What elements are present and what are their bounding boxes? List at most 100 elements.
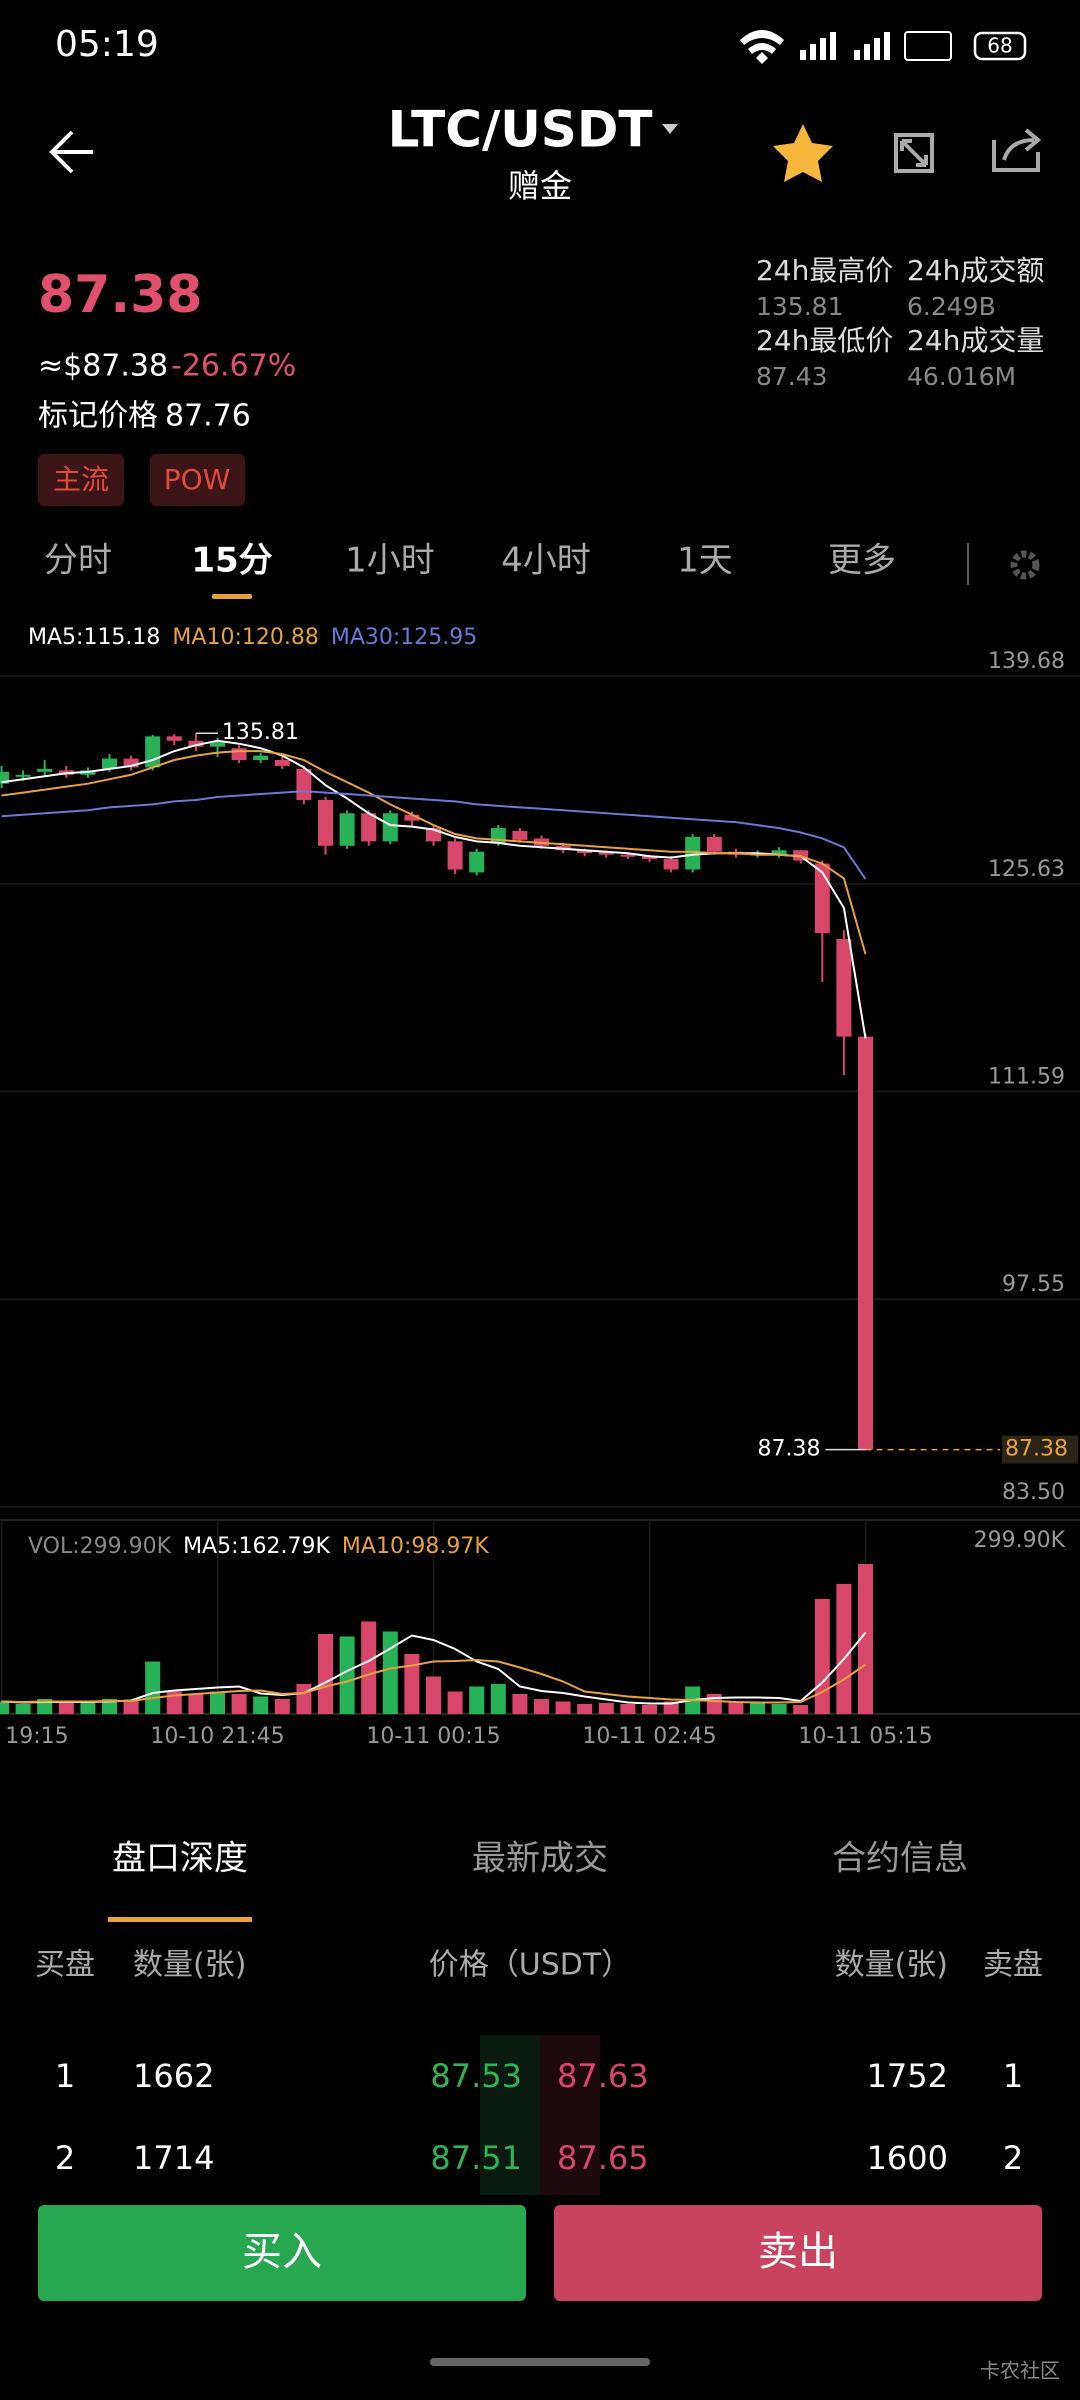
bid-level: 2 — [55, 2139, 75, 2177]
buy-button[interactable] — [38, 2205, 526, 2301]
volume-bar — [296, 1683, 312, 1714]
y-tick-label: 111.59 — [988, 1065, 1065, 1090]
x-tick-label: 10-11 00:15 — [366, 1724, 500, 1749]
bid-qty: 1662 — [133, 2057, 214, 2095]
legend-entry: MA30:125.95 — [331, 625, 477, 650]
candle-body — [253, 755, 269, 761]
stat-label: 24h最低价 — [756, 324, 893, 357]
volume-bar — [469, 1686, 485, 1714]
battery-level: 68 — [987, 34, 1012, 58]
volume-bar — [577, 1703, 593, 1714]
high-marker-label: 135.81 — [222, 720, 299, 745]
wifi-icon — [740, 30, 784, 64]
bid-level: 1 — [55, 2057, 75, 2095]
favorite-star[interactable] — [773, 124, 833, 182]
volume-bar — [188, 1693, 204, 1714]
stat-value: 87.43 — [756, 362, 828, 391]
bid-price: 87.51 — [430, 2139, 522, 2177]
price-change: -26.67% — [171, 349, 296, 384]
pair-title[interactable]: LTC/USDT — [388, 101, 653, 159]
book-tab[interactable]: 盘口深度 — [112, 1839, 248, 1879]
candle-body — [296, 768, 312, 800]
volume-bar — [512, 1693, 528, 1714]
candle-body — [166, 736, 182, 741]
volume-bar — [253, 1696, 269, 1714]
volume-bar — [426, 1676, 441, 1714]
volume-ma-line — [1, 1658, 867, 1704]
ma-line — [1, 790, 867, 880]
back-button[interactable] — [49, 130, 93, 174]
volume-bar — [231, 1693, 247, 1714]
signal-bar — [874, 38, 880, 60]
volume-bar — [318, 1633, 333, 1714]
last-price-box — [1002, 1435, 1078, 1464]
signal-bar — [864, 44, 870, 60]
signal-bar — [810, 44, 816, 60]
candle-body — [814, 863, 830, 934]
book-header: 价格（USDT） — [429, 1948, 631, 1983]
candle-body — [642, 856, 657, 860]
book-header: 卖盘 — [983, 1948, 1043, 1983]
volume-bar — [0, 1701, 9, 1714]
candle-body — [318, 799, 333, 846]
stat-label: 24h成交量 — [907, 324, 1044, 357]
volume-bar — [642, 1704, 657, 1714]
x-tick-label: 10-10 21:45 — [150, 1724, 284, 1749]
share-button[interactable] — [992, 128, 1042, 172]
interval-tab[interactable]: 15分 — [191, 541, 272, 581]
interval-underline — [212, 594, 252, 599]
sell-button[interactable] — [554, 2205, 1042, 2301]
interval-tab[interactable]: 分时 — [44, 541, 112, 581]
x-tick-label: 10-11 02:45 — [582, 1724, 716, 1749]
signal-bar — [854, 50, 860, 60]
candle-body — [858, 1036, 873, 1450]
signal-bar — [800, 50, 806, 60]
volume-ma-line — [1, 1631, 867, 1705]
book-header: 买盘 — [35, 1948, 95, 1983]
pair-dropdown[interactable] — [662, 124, 678, 134]
tag: 主流 — [53, 463, 109, 496]
ask-qty: 1600 — [867, 2139, 948, 2177]
fullscreen-button[interactable] — [894, 133, 934, 173]
stat-label: 24h成交额 — [907, 254, 1044, 287]
book-tab[interactable]: 合约信息 — [832, 1839, 968, 1879]
candle-body — [447, 841, 463, 870]
y-tick-label: 125.63 — [988, 857, 1065, 882]
volume-bar — [102, 1698, 117, 1714]
interval-tab[interactable]: 更多 — [828, 541, 896, 581]
book-tab[interactable]: 最新成交 — [472, 1839, 608, 1879]
legend-entry: MA10:120.88 — [172, 625, 318, 650]
volume-bar — [58, 1702, 74, 1714]
buy-label[interactable]: 买入 — [242, 2229, 322, 2275]
volume-legend: VOL:299.90K — [28, 1534, 172, 1559]
tag: POW — [164, 463, 231, 496]
volume-bar — [15, 1703, 31, 1714]
order-book: 1 1662 87.53 87.63 1752 1 2 1714 87.51 87.65 1600 2 — [55, 2057, 1023, 2177]
candle-body — [706, 836, 722, 852]
ask-price: 87.63 — [557, 2057, 649, 2095]
candle-body — [469, 851, 485, 873]
candle-body — [577, 850, 593, 854]
volume-bar — [858, 1564, 873, 1714]
candle-body — [0, 771, 9, 784]
sell-label[interactable]: 卖出 — [758, 2229, 838, 2275]
x-tick-label: 10-10 19:15 — [0, 1724, 69, 1749]
volume-bar — [490, 1683, 506, 1714]
candle-body — [685, 836, 701, 870]
volume-bar — [771, 1703, 787, 1714]
y-tick-label: 139.68 — [988, 649, 1065, 674]
candle-body — [339, 813, 355, 846]
interval-tab[interactable]: 4小时 — [501, 541, 591, 581]
settings-button[interactable] — [1010, 550, 1040, 580]
interval-tab[interactable]: 1小时 — [345, 541, 435, 581]
volume-bar — [598, 1702, 614, 1714]
legend-entry: MA5:115.18 — [28, 625, 160, 650]
candle-body — [620, 854, 636, 857]
tag-box — [38, 454, 124, 506]
last-price-tag: 87.38 — [1005, 1437, 1068, 1462]
interval-tab[interactable]: 1天 — [677, 541, 733, 581]
ask-price: 87.65 — [557, 2139, 649, 2177]
volume-bar — [750, 1702, 765, 1714]
